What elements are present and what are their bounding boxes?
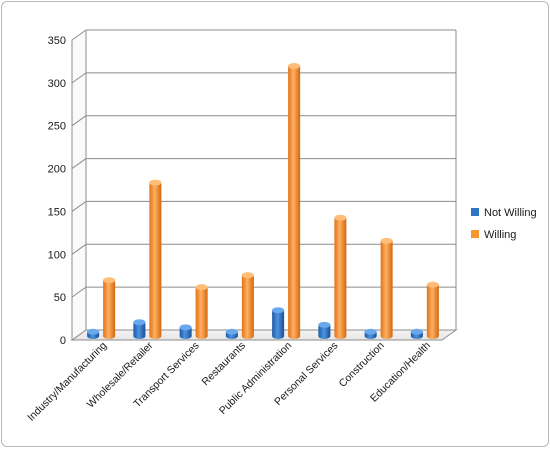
chart-walls <box>70 30 458 341</box>
x-tick-label: Restaurants <box>199 340 248 389</box>
bar-not-willing <box>364 328 377 339</box>
y-axis: 0 50 100 150 200 250 300 350 <box>48 30 457 347</box>
y-tick-label: 50 <box>54 292 66 304</box>
x-tick-label: Industry/Manufacturing <box>25 340 109 424</box>
chart-floor <box>70 329 458 341</box>
bar-not-willing <box>179 324 192 339</box>
x-axis: Industry/ManufacturingWholesale/Retailer… <box>25 339 433 423</box>
y-tick-label: 300 <box>48 78 66 90</box>
gridline-side <box>71 29 87 41</box>
bar-willing <box>149 179 162 339</box>
bar-willing <box>103 277 116 339</box>
legend: Not Willing Willing <box>471 207 537 241</box>
bar-willing <box>195 284 208 339</box>
bar-willing <box>241 272 254 339</box>
y-tick-label: 0 <box>60 335 66 347</box>
gridline-side <box>71 72 87 84</box>
bar-willing <box>288 63 301 339</box>
bar-willing <box>334 214 347 339</box>
y-tick-label: 200 <box>48 164 66 176</box>
bar-not-willing <box>410 328 423 339</box>
bar-willing <box>426 281 439 339</box>
bar-not-willing <box>272 307 285 339</box>
back-wall <box>86 30 456 330</box>
bar-not-willing <box>87 328 100 339</box>
legend-item: Willing <box>471 229 516 241</box>
x-tick-label: Construction <box>337 340 387 390</box>
legend-label: Willing <box>484 229 516 241</box>
gridline-side <box>71 329 87 341</box>
y-tick-label: 250 <box>48 121 66 133</box>
legend-swatch <box>471 208 479 216</box>
bars <box>87 63 439 339</box>
gridline-side <box>71 201 87 212</box>
bar-willing <box>380 237 393 339</box>
legend-label: Not Willing <box>484 207 537 219</box>
bar-not-willing <box>133 319 146 339</box>
gridline-side <box>71 286 87 298</box>
gridline-side <box>71 158 87 169</box>
legend-swatch <box>471 230 479 238</box>
y-tick-label: 100 <box>48 249 66 261</box>
bar-not-willing <box>225 328 238 339</box>
gridline-side <box>71 243 87 255</box>
gridline-side <box>71 115 87 127</box>
side-wall <box>72 30 86 340</box>
y-tick-label: 150 <box>48 206 66 218</box>
y-tick-label: 350 <box>48 35 66 47</box>
gridlines <box>71 29 456 341</box>
bar-not-willing <box>318 321 331 339</box>
legend-item: Not Willing <box>471 207 537 219</box>
